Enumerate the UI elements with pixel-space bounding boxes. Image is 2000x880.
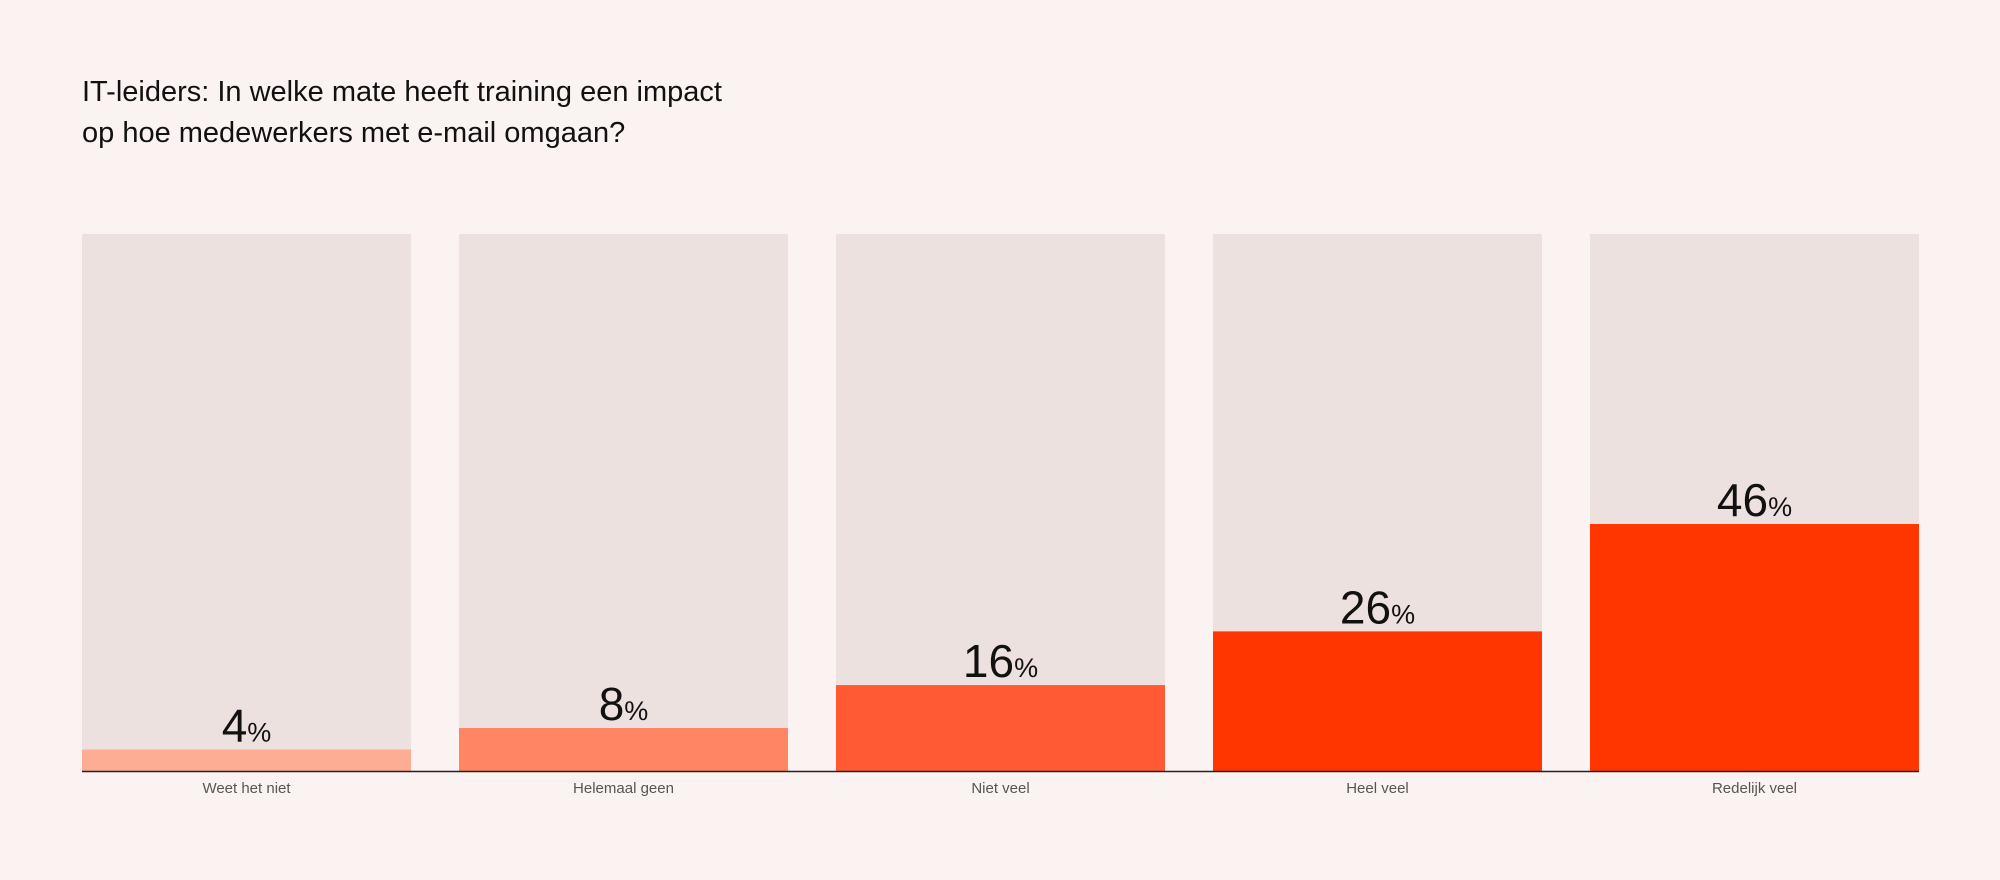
category-label: Weet het niet: [202, 780, 291, 797]
category-label: Niet veel: [971, 780, 1029, 797]
chart-title-line-1: IT-leiders: In welke mate heeft training…: [82, 76, 722, 108]
data-label: 16%: [963, 635, 1038, 687]
bar: [459, 728, 788, 771]
data-label-unit: %: [247, 718, 271, 748]
bar-background: [836, 234, 1165, 771]
data-label-value: 8: [599, 678, 625, 730]
bar-background: [82, 234, 411, 771]
chart-title-line-2: op hoe medewerkers met e-mail omgaan?: [82, 117, 626, 149]
chart-title: IT-leiders: In welke mate heeft training…: [82, 72, 842, 154]
data-label-value: 26: [1340, 581, 1391, 633]
data-label: 4%: [222, 700, 272, 752]
bar: [1590, 523, 1919, 771]
category-label: Heel veel: [1346, 780, 1409, 797]
bar: [836, 685, 1165, 771]
data-label-value: 16: [963, 635, 1014, 687]
bar-background: [459, 234, 788, 771]
category-label: Redelijk veel: [1712, 780, 1797, 797]
category-label: Helemaal geen: [573, 780, 674, 797]
data-label-unit: %: [1768, 492, 1792, 522]
data-label-value: 46: [1717, 474, 1768, 526]
data-label-value: 4: [222, 700, 248, 752]
bar: [82, 749, 411, 771]
bar: [1213, 631, 1542, 771]
data-label: 8%: [599, 678, 649, 730]
data-label: 26%: [1340, 581, 1415, 633]
data-label-unit: %: [624, 696, 648, 726]
data-label-unit: %: [1014, 653, 1038, 683]
data-label: 46%: [1717, 474, 1792, 526]
data-label-unit: %: [1391, 599, 1415, 629]
